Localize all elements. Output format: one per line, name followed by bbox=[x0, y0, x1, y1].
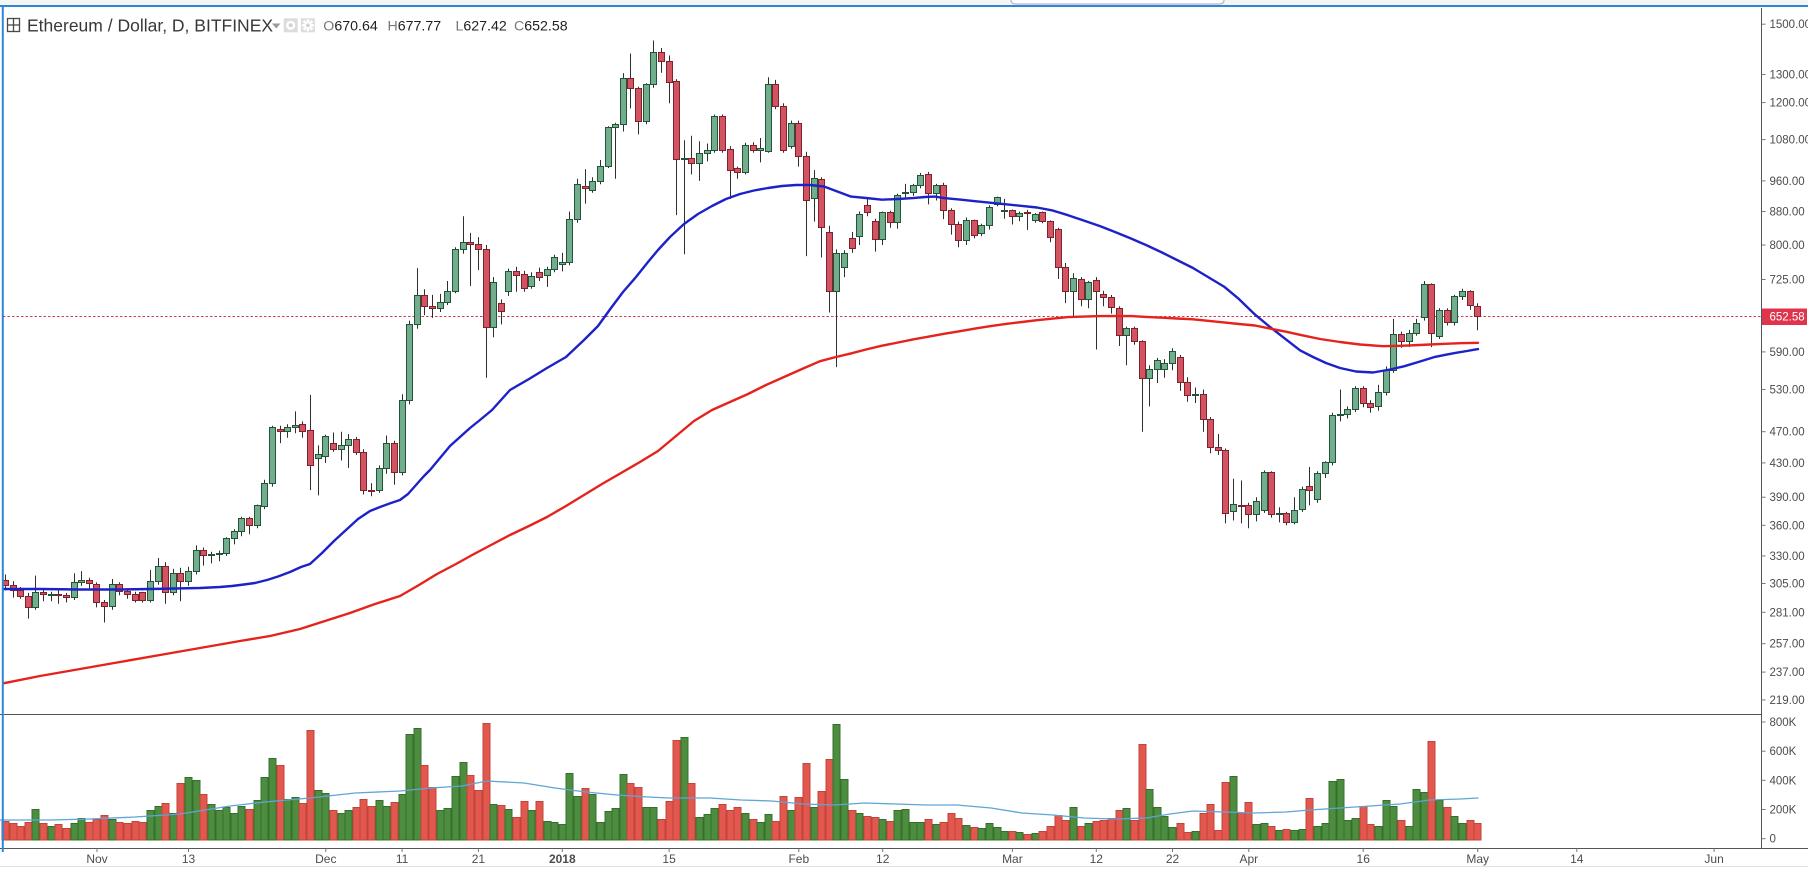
svg-text:0: 0 bbox=[1770, 834, 1776, 846]
svg-text:12: 12 bbox=[876, 852, 890, 866]
svg-text:14: 14 bbox=[1570, 852, 1584, 866]
svg-text:1200.00: 1200.00 bbox=[1770, 98, 1808, 110]
svg-text:590.00: 590.00 bbox=[1770, 347, 1805, 359]
svg-text:13: 13 bbox=[182, 852, 196, 866]
svg-text:C652.58: C652.58 bbox=[514, 19, 568, 35]
svg-text:470.00: 470.00 bbox=[1770, 427, 1805, 439]
svg-text:725.00: 725.00 bbox=[1770, 275, 1805, 287]
svg-text:H677.77: H677.77 bbox=[388, 19, 442, 35]
svg-text:652.58: 652.58 bbox=[1770, 312, 1805, 324]
svg-text:1080.00: 1080.00 bbox=[1770, 135, 1808, 147]
svg-text:Apr: Apr bbox=[1239, 852, 1258, 866]
svg-text:530.00: 530.00 bbox=[1770, 385, 1805, 397]
svg-text:11: 11 bbox=[396, 852, 409, 866]
svg-text:Ethereum / Dollar, D, BITFINEX: Ethereum / Dollar, D, BITFINEX bbox=[27, 16, 273, 36]
svg-text:1300.00: 1300.00 bbox=[1770, 70, 1808, 82]
svg-text:430.00: 430.00 bbox=[1770, 458, 1805, 470]
svg-text:237.00: 237.00 bbox=[1770, 667, 1805, 679]
svg-text:400K: 400K bbox=[1770, 775, 1797, 787]
svg-text:600K: 600K bbox=[1770, 746, 1797, 758]
svg-text:305.00: 305.00 bbox=[1770, 579, 1805, 591]
svg-text:12: 12 bbox=[1090, 852, 1104, 866]
svg-text:15: 15 bbox=[662, 852, 676, 866]
svg-text:L627.42: L627.42 bbox=[456, 19, 507, 35]
svg-text:O670.64: O670.64 bbox=[323, 19, 378, 35]
svg-text:880.00: 880.00 bbox=[1770, 207, 1805, 219]
svg-text:800K: 800K bbox=[1770, 717, 1797, 729]
svg-text:22: 22 bbox=[1166, 852, 1180, 866]
svg-text:16: 16 bbox=[1357, 852, 1371, 866]
svg-text:2018: 2018 bbox=[549, 852, 576, 866]
svg-text:May: May bbox=[1466, 852, 1489, 866]
svg-text:1500.00: 1500.00 bbox=[1770, 19, 1808, 31]
svg-text:Jun: Jun bbox=[1704, 852, 1723, 866]
svg-text:960.00: 960.00 bbox=[1770, 176, 1805, 188]
svg-text:257.00: 257.00 bbox=[1770, 639, 1805, 651]
svg-text:800.00: 800.00 bbox=[1770, 240, 1805, 252]
svg-text:Mar: Mar bbox=[1002, 852, 1023, 866]
svg-text:330.00: 330.00 bbox=[1770, 551, 1805, 563]
svg-text:360.00: 360.00 bbox=[1770, 520, 1805, 532]
svg-text:21: 21 bbox=[472, 852, 486, 866]
svg-text:Feb: Feb bbox=[788, 852, 809, 866]
svg-text:390.00: 390.00 bbox=[1770, 492, 1805, 504]
svg-text:219.00: 219.00 bbox=[1770, 695, 1805, 707]
svg-text:Nov: Nov bbox=[86, 852, 107, 866]
svg-text:281.00: 281.00 bbox=[1770, 607, 1805, 619]
svg-text:200K: 200K bbox=[1770, 805, 1797, 817]
svg-text:Dec: Dec bbox=[315, 852, 336, 866]
